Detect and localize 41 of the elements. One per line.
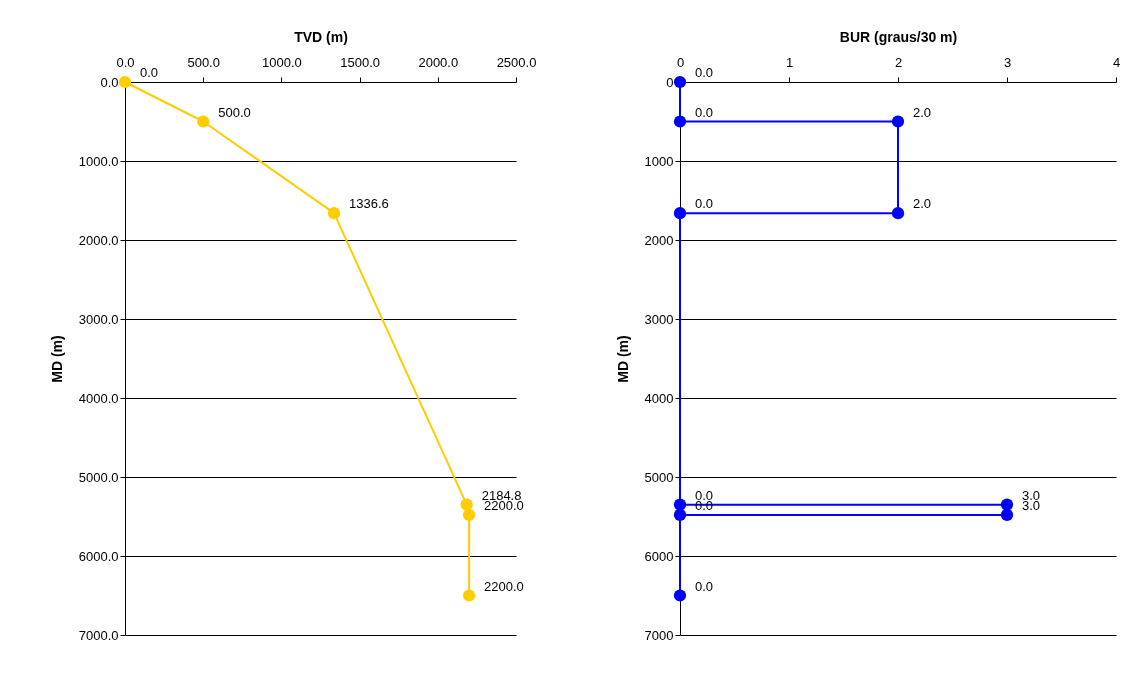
x-tick-label: 1500.0	[340, 54, 380, 70]
x-tick-label: 2	[894, 54, 903, 70]
y-tick-label: 4000	[644, 390, 674, 406]
x-tick-label: 1000.0	[262, 54, 302, 70]
y-tick-label: 6000.0	[78, 548, 119, 564]
x-tick-label: 2500.0	[496, 54, 537, 70]
data-label: 2200.0	[484, 578, 524, 594]
y-tick-label: 1000	[644, 153, 674, 169]
y-tick-label: 0.0	[100, 74, 119, 90]
y-tick-label: 7000.0	[78, 627, 119, 643]
x-tick-label: 0.0	[116, 54, 135, 70]
y-tick-label: 6000	[644, 548, 674, 564]
data-label: 0.0	[695, 578, 714, 594]
x-tick-label: 0	[676, 54, 685, 70]
data-label: 2.0	[913, 196, 932, 212]
y-axis-title: MD (m)	[48, 335, 65, 383]
y-axis-title: MD (m)	[614, 335, 631, 383]
y-tick-label: 0	[666, 74, 674, 90]
data-label: 0.0	[695, 196, 714, 212]
y-tick-label: 5000.0	[78, 469, 119, 485]
x-tick-label: 1	[785, 54, 794, 70]
x-tick-label: 500.0	[187, 54, 220, 70]
data-label: 0.0	[695, 104, 714, 120]
y-tick-label: 1000.0	[78, 153, 119, 169]
x-tick-label: 3	[1003, 54, 1012, 70]
data-label: 0.0	[695, 65, 714, 80]
y-tick-label: 2000	[644, 232, 674, 248]
y-tick-label: 3000	[644, 311, 674, 327]
x-axis-title: BUR (graus/30 m)	[839, 28, 958, 45]
y-tick-label: 5000	[644, 469, 674, 485]
x-tick-label: 4	[1112, 54, 1121, 70]
data-label: 2.0	[913, 104, 932, 120]
data-label: 1336.6	[349, 196, 389, 212]
y-tick-label: 7000	[644, 627, 674, 643]
x-tick-label: 2000.0	[418, 54, 459, 70]
y-tick-label: 2000.0	[78, 232, 119, 248]
y-tick-label: 3000.0	[78, 311, 119, 327]
data-label: 500.0	[218, 104, 251, 120]
y-tick-label: 4000.0	[78, 390, 119, 406]
x-axis-title: TVD (m)	[294, 28, 348, 45]
data-label: 0.0	[140, 65, 159, 80]
